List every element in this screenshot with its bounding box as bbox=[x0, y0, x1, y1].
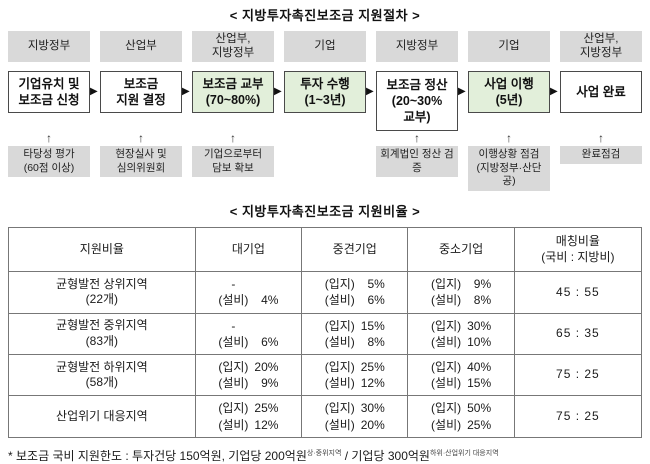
actor-box-7: 산업부, 지방정부 bbox=[560, 31, 642, 62]
note-cell-7: ↑ 완료점검 bbox=[560, 131, 642, 164]
note-cell-6: ↑ 이행상황 점검 (지방정부·산단공) bbox=[468, 131, 550, 192]
step-box-7: ▶ 사업 완료 bbox=[550, 71, 642, 113]
actor-box-1: 지방정부 bbox=[8, 31, 90, 62]
arrow-right-icon: ▶ bbox=[458, 86, 466, 97]
arrow-right-icon: ▶ bbox=[182, 86, 190, 97]
actor-box-5: 지방정부 bbox=[376, 31, 458, 62]
note-cell-5: ↑ 회계법인 정산 검증 bbox=[376, 131, 458, 178]
note-box-1: 타당성 평가 (60점 이상) bbox=[8, 146, 90, 178]
medium-cell: (입지) 5% (설비) 6% bbox=[301, 271, 409, 314]
match-ratio-cell: 75 : 25 bbox=[513, 395, 643, 438]
match-ratio-cell: 45 : 55 bbox=[513, 271, 643, 314]
actor-box-2: 산업부 bbox=[100, 31, 182, 62]
arrow-up-icon: ↑ bbox=[506, 131, 512, 145]
header-medium: 중견기업 bbox=[301, 227, 409, 273]
footnote: * 보조금 국비 지원한도 : 투자건당 150억원, 기업당 200억원상·중… bbox=[8, 448, 499, 463]
note-box-5: 회계법인 정산 검증 bbox=[376, 146, 458, 178]
actor-box-6: 기업 bbox=[468, 31, 550, 62]
note-cell-3: ↑ 기업으로부터 담보 확보 bbox=[192, 131, 274, 178]
note-box-6: 이행상황 점검 (지방정부·산단공) bbox=[468, 146, 550, 192]
region-cell: 산업위기 대응지역 bbox=[8, 395, 196, 438]
note-box-2: 현장실사 및 심의위원회 bbox=[100, 146, 182, 178]
flow-title: < 지방투자촉진보조금 지원절차 > bbox=[229, 8, 421, 23]
table-title: < 지방투자촉진보조금 지원비율 > bbox=[229, 204, 421, 220]
header-match-ratio: 매칭비율 (국비 : 지방비) bbox=[513, 227, 643, 273]
small-cell: (입지) 50% (설비) 25% bbox=[407, 395, 515, 438]
step-box-2: ▶ 보조금 지원 결정 bbox=[90, 71, 182, 113]
region-cell: 균형발전 중위지역 (83개) bbox=[8, 312, 196, 356]
header-small: 중소기업 bbox=[407, 227, 515, 273]
medium-cell: (입지) 30% (설비) 20% bbox=[301, 395, 409, 438]
actor-box-3: 산업부, 지방정부 bbox=[192, 31, 274, 62]
arrow-up-icon: ↑ bbox=[138, 131, 144, 145]
actor-box-4: 기업 bbox=[284, 31, 366, 62]
region-cell: 균형발전 상위지역 (22개) bbox=[8, 271, 196, 314]
note-cell-2: ↑ 현장실사 및 심의위원회 bbox=[100, 131, 182, 178]
support-ratio-table: 지원비율 대기업 중견기업 중소기업 매칭비율 (국비 : 지방비) 균형발전 … bbox=[8, 227, 643, 438]
footnote-superscript-2: 하위·산업위기 대응지역 bbox=[429, 449, 499, 457]
process-row: 기업유치 및 보조금 신청 ▶ 보조금 지원 결정 ▶ 보조금 교부 (70~80%)… bbox=[8, 71, 642, 131]
large-cell: - (설비) 4% bbox=[194, 271, 303, 314]
arrow-up-icon: ↑ bbox=[230, 131, 236, 145]
small-cell: (입지) 40% (설비) 15% bbox=[407, 354, 515, 397]
match-ratio-cell: 65 : 35 bbox=[513, 312, 643, 356]
arrow-right-icon: ▶ bbox=[366, 86, 374, 97]
region-cell: 균형발전 하위지역 (58개) bbox=[8, 354, 196, 397]
table-row: 균형발전 상위지역 (22개) - (설비) 4% (입지) 5% (설비) 6% (… bbox=[8, 271, 643, 314]
arrow-up-icon: ↑ bbox=[598, 131, 604, 145]
small-cell: (입지) 30% (설비) 10% bbox=[407, 312, 515, 356]
step-box-3: ▶ 보조금 교부 (70~80%) bbox=[182, 71, 274, 113]
arrow-right-icon: ▶ bbox=[550, 86, 558, 97]
large-cell: (입지) 20% (설비) 9% bbox=[194, 354, 303, 397]
note-row: ↑ 타당성 평가 (60점 이상) ↑ 현장실사 및 심의위원회 ↑ 기업으로부터 담… bbox=[8, 131, 642, 192]
step-box-1: 기업유치 및 보조금 신청 bbox=[8, 71, 90, 113]
table-header-row: 지원비율 대기업 중견기업 중소기업 매칭비율 (국비 : 지방비) bbox=[8, 227, 643, 273]
medium-cell: (입지) 15% (설비) 8% bbox=[301, 312, 409, 356]
table-row: 균형발전 하위지역 (58개) (입지) 20% (설비) 9% (입지) 25% (… bbox=[8, 354, 643, 397]
header-large: 대기업 bbox=[194, 227, 303, 273]
match-ratio-cell: 75 : 25 bbox=[513, 354, 643, 397]
actor-row: 지방정부 산업부 산업부, 지방정부 기업 지방정부 기업 산업부, 지방정부 bbox=[8, 31, 642, 62]
table-row: 균형발전 중위지역 (83개) - (설비) 6% (입지) 15% (설비) 8% … bbox=[8, 312, 643, 356]
arrow-up-icon: ↑ bbox=[414, 131, 420, 145]
note-box-3: 기업으로부터 담보 확보 bbox=[192, 146, 274, 178]
note-box-7: 완료점검 bbox=[560, 146, 642, 164]
arrow-right-icon: ▶ bbox=[274, 86, 282, 97]
table-row: 산업위기 대응지역 (입지) 25% (설비) 12% (입지) 30% (설비) 20… bbox=[8, 395, 643, 438]
medium-cell: (입지) 25% (설비) 12% bbox=[301, 354, 409, 397]
large-cell: (입지) 25% (설비) 12% bbox=[194, 395, 303, 438]
footnote-superscript-1: 상·중위지역 bbox=[306, 449, 342, 457]
arrow-up-icon: ↑ bbox=[46, 131, 52, 145]
arrow-right-icon: ▶ bbox=[90, 86, 98, 97]
step-box-4: ▶ 투자 수행 (1~3년) bbox=[274, 71, 366, 113]
large-cell: - (설비) 6% bbox=[194, 312, 303, 356]
step-box-5: ▶ 보조금 정산 (20~30% 교부) bbox=[366, 71, 458, 131]
small-cell: (입지) 9% (설비) 8% bbox=[407, 271, 515, 314]
header-region: 지원비율 bbox=[8, 227, 196, 273]
step-box-6: ▶ 사업 이행 (5년) bbox=[458, 71, 550, 113]
note-cell-1: ↑ 타당성 평가 (60점 이상) bbox=[8, 131, 90, 178]
